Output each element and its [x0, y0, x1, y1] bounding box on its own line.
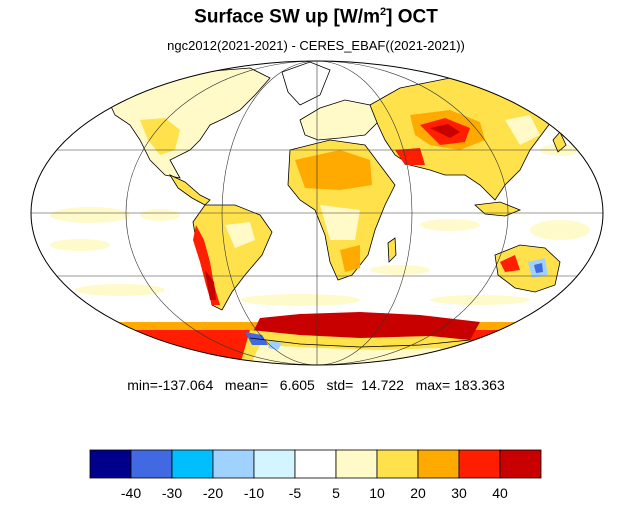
- east-asia: [505, 115, 540, 145]
- statistics-line: min=-137.064 mean= 6.605 std= 14.722 max…: [127, 377, 505, 393]
- europe: [299, 99, 381, 141]
- colorbar-label: 10: [369, 485, 385, 501]
- map-title: Surface SW up [W/m2] OCT: [0, 6, 632, 28]
- arabia-iran: [395, 148, 425, 165]
- greenland: [281, 61, 331, 106]
- colorbar-box: [212, 449, 255, 479]
- sahara: [295, 150, 372, 190]
- colorbar-box: [376, 449, 419, 479]
- southern-africa: [340, 245, 360, 272]
- antarctic-coast: [249, 337, 471, 348]
- colorbar-box: [89, 449, 132, 479]
- colorbar-box: [335, 449, 378, 479]
- central-africa: [320, 205, 360, 240]
- title-superscript: 2: [379, 6, 387, 18]
- colorbar-box: [458, 449, 501, 479]
- amazon-weak: [225, 222, 255, 248]
- colorbar-label: 20: [410, 485, 426, 501]
- colorbar-label: -40: [121, 485, 141, 501]
- madagascar: [387, 237, 397, 263]
- colorbar-box: [294, 449, 337, 479]
- colorbar-boxes: [89, 449, 542, 479]
- colorbar-label: -10: [244, 485, 264, 501]
- globe-outline: [30, 60, 604, 366]
- colorbar-labels: -40 -30 -20 -10 -5 5 10 20 30 40: [121, 485, 508, 501]
- colorbar-label: -30: [162, 485, 182, 501]
- japan: [552, 131, 567, 153]
- title-end: ] OCT: [386, 6, 438, 28]
- colorbar-label: 30: [451, 485, 467, 501]
- north-america-west: [140, 118, 180, 155]
- colorbar-box: [253, 449, 296, 479]
- andes-extreme: [205, 270, 216, 300]
- colorbar-label: -5: [289, 485, 302, 501]
- colorbar-label: 5: [332, 485, 340, 501]
- colorbar-label: 40: [492, 485, 508, 501]
- north-america: [107, 67, 271, 179]
- western-australia: [500, 255, 520, 272]
- colorbar-label: -20: [203, 485, 223, 501]
- central-america: [168, 174, 211, 206]
- map-subtitle: ngc2012(2021-2021) - CERES_EBAF((2021-20…: [167, 38, 465, 53]
- colorbar-box: [417, 449, 460, 479]
- tibet-extreme: [430, 124, 460, 138]
- colorbar-box: [499, 449, 542, 479]
- colorbar-box: [171, 449, 214, 479]
- colorbar-box: [130, 449, 173, 479]
- title-main: Surface SW up [W/m: [194, 6, 380, 28]
- antarctica-weak-negative: [268, 340, 282, 350]
- australia-strong-negative: [534, 263, 543, 273]
